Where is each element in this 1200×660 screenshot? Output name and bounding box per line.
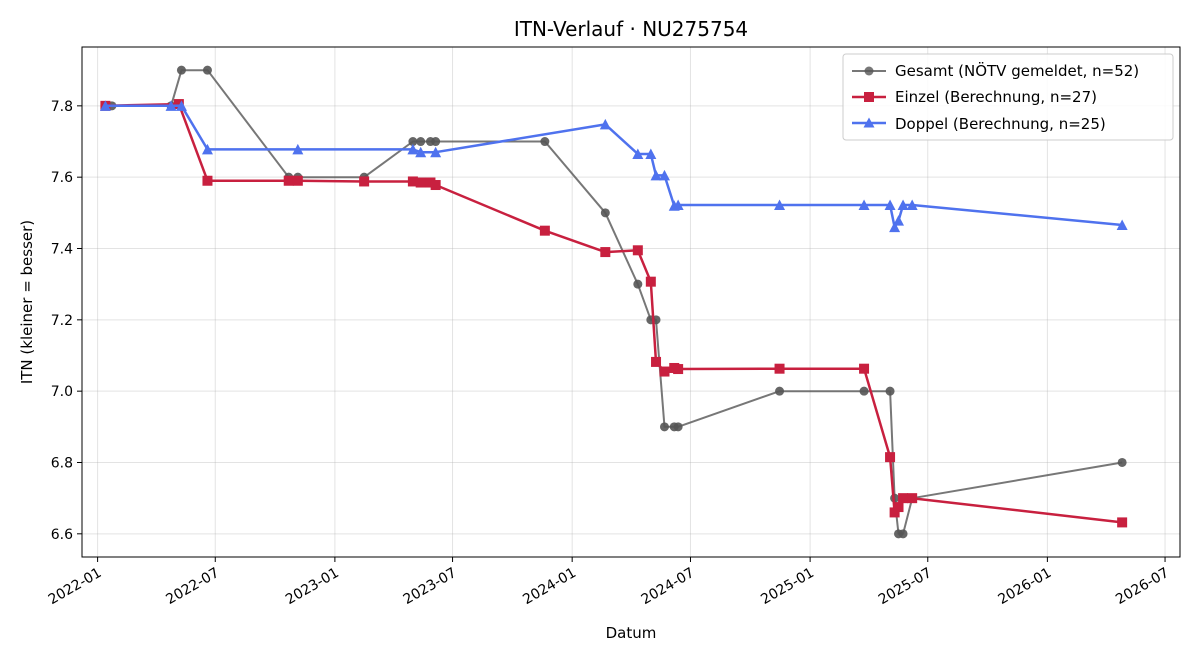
- data-point-einzel: [774, 363, 785, 374]
- data-point-einzel: [425, 177, 436, 188]
- legend-label-doppel: Doppel (Berechnung, n=25): [895, 115, 1106, 133]
- data-point-einzel: [907, 493, 918, 504]
- data-point-gesamt: [1117, 457, 1127, 467]
- data-point-einzel: [359, 176, 370, 187]
- data-point-einzel: [430, 180, 441, 191]
- data-point-gesamt: [633, 279, 643, 289]
- data-point-einzel: [539, 225, 550, 236]
- chart-title: ITN-Verlauf · NU275754: [514, 17, 748, 41]
- data-point-doppel: [165, 100, 177, 111]
- data-point-einzel: [885, 452, 896, 463]
- y-tick-label: 7.0: [51, 384, 73, 400]
- legend-box: [842, 53, 1174, 141]
- data-point-doppel: [292, 143, 304, 155]
- data-point-gesamt: [540, 137, 550, 147]
- legend: Gesamt (NÖTV gemeldet, n=52) Einzel (Ber…: [842, 53, 1174, 141]
- y-tick-label: 7.4: [51, 242, 73, 258]
- data-point-doppel: [858, 199, 870, 210]
- data-point-gesamt: [898, 529, 908, 539]
- data-point-doppel: [774, 199, 786, 210]
- data-point-einzel: [673, 364, 684, 375]
- data-point-einzel: [893, 502, 904, 513]
- data-point-doppel: [415, 146, 427, 158]
- data-point-gesamt: [202, 65, 212, 75]
- data-point-gesamt: [885, 386, 895, 396]
- data-point-einzel: [415, 177, 426, 188]
- y-axis-title: ITN (kleiner = besser): [18, 220, 36, 384]
- legend-marker-doppel: [863, 117, 875, 128]
- data-point-gesamt: [775, 386, 785, 396]
- plot-frame: [81, 46, 1181, 558]
- data-point-gesamt: [673, 422, 683, 432]
- series-doppel: [99, 100, 1128, 233]
- y-tick-label: 6.8: [51, 455, 73, 471]
- data-point-einzel: [1117, 517, 1128, 528]
- data-point-einzel: [889, 507, 900, 518]
- legend-marker-einzel: [864, 92, 874, 102]
- data-point-einzel: [202, 175, 213, 186]
- data-point-gesamt: [600, 208, 610, 218]
- legend-marker-gesamt: [864, 66, 874, 76]
- data-point-einzel: [407, 176, 418, 187]
- data-point-doppel: [407, 143, 419, 155]
- series-layer: [99, 65, 1128, 539]
- legend-label-gesamt: Gesamt (NÖTV gemeldet, n=52): [895, 61, 1139, 80]
- data-point-doppel: [897, 199, 909, 210]
- data-point-doppel: [99, 100, 111, 111]
- data-point-gesamt: [859, 386, 869, 396]
- data-point-doppel: [632, 148, 644, 159]
- y-tick-label: 6.6: [51, 527, 73, 543]
- data-point-doppel: [430, 146, 442, 158]
- data-point-doppel: [672, 199, 684, 210]
- data-point-gesamt: [659, 422, 669, 432]
- data-point-gesamt: [408, 137, 418, 147]
- data-point-gesamt: [431, 137, 441, 147]
- legend-entry-einzel: Einzel (Berechnung, n=27): [852, 88, 1097, 106]
- data-point-doppel: [884, 199, 896, 210]
- data-point-doppel: [906, 199, 918, 210]
- data-point-einzel: [659, 366, 670, 377]
- legend-label-einzel: Einzel (Berechnung, n=27): [895, 88, 1097, 106]
- series-einzel: [100, 99, 1128, 528]
- data-point-einzel: [283, 175, 294, 186]
- data-point-einzel: [600, 247, 611, 258]
- data-point-einzel: [898, 493, 909, 504]
- data-point-doppel: [1116, 219, 1128, 230]
- legend-entry-gesamt: Gesamt (NÖTV gemeldet, n=52): [852, 61, 1139, 80]
- data-point-doppel: [893, 215, 905, 226]
- data-point-doppel: [650, 169, 662, 181]
- data-point-einzel: [632, 245, 643, 256]
- legend-entry-doppel: Doppel (Berechnung, n=25): [852, 115, 1106, 133]
- x-axis-title: Datum: [606, 624, 657, 642]
- data-point-doppel: [658, 169, 670, 181]
- data-point-einzel: [292, 175, 303, 186]
- data-point-doppel: [645, 148, 657, 159]
- y-tick-label: 7.6: [51, 170, 73, 186]
- data-point-einzel: [645, 276, 656, 287]
- data-point-doppel: [175, 100, 187, 111]
- data-point-doppel: [889, 221, 901, 233]
- data-point-einzel: [859, 363, 870, 374]
- data-point-einzel: [173, 99, 184, 110]
- y-tick-label: 7.8: [51, 99, 73, 115]
- y-tick-label: 7.2: [51, 313, 73, 329]
- data-point-doppel: [201, 143, 213, 155]
- data-point-doppel: [599, 118, 611, 130]
- data-point-einzel: [651, 356, 662, 367]
- data-point-gesamt: [176, 65, 186, 75]
- data-point-gesamt: [416, 137, 426, 147]
